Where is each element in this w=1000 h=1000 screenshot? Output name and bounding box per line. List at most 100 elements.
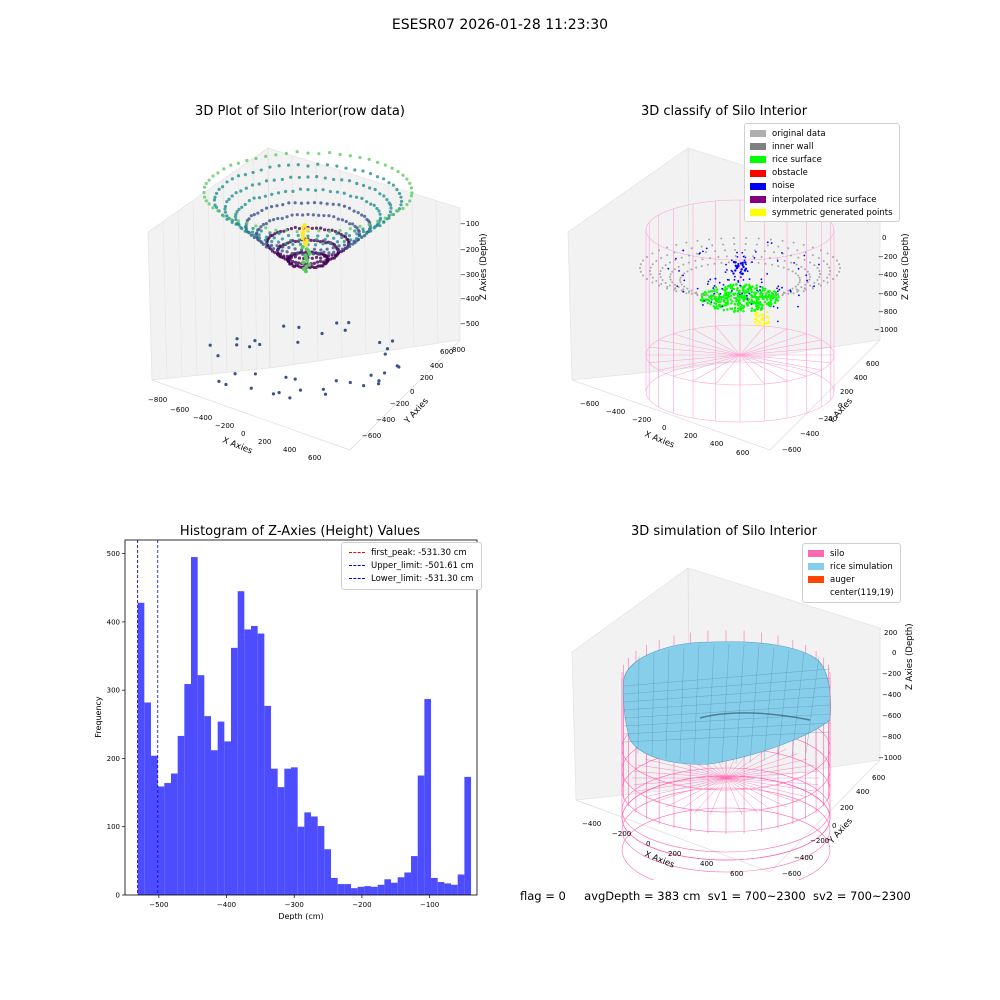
data-point	[261, 222, 265, 227]
wall-point	[809, 261, 812, 264]
rice-surface-point	[743, 297, 747, 301]
rice-surface-point	[735, 289, 739, 292]
data-point	[214, 191, 219, 195]
noise-point	[760, 278, 763, 281]
plot1-xtick: 200	[258, 438, 271, 446]
wall-point	[828, 266, 831, 269]
data-point	[334, 379, 338, 383]
data-point	[259, 229, 263, 233]
wall-point	[675, 290, 678, 293]
data-point	[306, 187, 310, 192]
data-point	[264, 235, 269, 239]
wall-point	[720, 261, 723, 264]
data-point	[348, 380, 352, 385]
data-point	[348, 227, 352, 231]
wall-point	[679, 281, 682, 284]
flag-text: flag = 0	[520, 889, 566, 903]
data-point	[281, 203, 285, 207]
silo-spoke	[725, 777, 787, 808]
plot1-ztick: −200	[460, 246, 479, 254]
rice-surface-point	[747, 298, 751, 301]
plot2-ztick: 0	[882, 234, 886, 242]
wall-point	[642, 259, 645, 262]
data-point	[369, 202, 373, 206]
plot2-ytick: −600	[782, 446, 801, 454]
data-point	[290, 251, 294, 256]
plot2-xtick: 200	[684, 432, 697, 440]
noise-point	[746, 270, 749, 273]
rice-mesh-line	[721, 643, 730, 765]
data-point	[409, 194, 414, 198]
plot1-zlabel: Z Axies (Depth)	[479, 233, 489, 300]
data-point	[401, 173, 405, 177]
data-point	[271, 392, 276, 396]
rice-surface-point	[763, 288, 766, 292]
data-point	[389, 206, 393, 210]
data-point	[367, 222, 371, 227]
data-point	[358, 155, 362, 160]
wall-point	[673, 268, 676, 271]
wall-point	[796, 290, 799, 293]
data-point	[387, 181, 391, 185]
data-point	[335, 190, 340, 194]
data-point	[361, 183, 366, 188]
rice-surface-point	[716, 307, 720, 310]
data-point	[250, 230, 255, 234]
wall-point	[800, 265, 803, 268]
data-point	[264, 226, 268, 230]
data-point	[401, 206, 405, 211]
rice-surface-point	[729, 294, 733, 298]
data-point	[324, 241, 328, 245]
rice-surface-point	[721, 296, 725, 299]
data-point	[230, 194, 234, 198]
figure-title: ESESR07 2026-01-28 11:23:30	[391, 17, 609, 33]
histogram-bar	[377, 884, 385, 895]
wall-point	[795, 263, 798, 266]
wall-point	[763, 250, 766, 253]
data-point	[324, 258, 328, 262]
data-point	[236, 174, 241, 178]
data-point	[351, 242, 355, 246]
rice-surface-point	[736, 292, 739, 296]
noise-point	[742, 278, 745, 281]
wall-point	[677, 286, 680, 289]
wall-point	[706, 294, 709, 297]
data-point	[299, 248, 304, 252]
silo-spoke	[693, 777, 727, 814]
symmetric-point	[761, 317, 764, 320]
plot2-ztick: −1000	[874, 326, 898, 334]
rice-surface-point	[732, 287, 736, 291]
data-point	[375, 160, 380, 164]
rice-surface-point	[740, 303, 744, 307]
data-point	[399, 203, 403, 207]
x-tick-label: −400	[217, 901, 236, 909]
wall-point	[811, 287, 814, 290]
data-point	[363, 234, 367, 238]
noise-point	[739, 284, 741, 287]
silo-spoke	[725, 777, 808, 798]
wall-point	[806, 281, 809, 284]
wall-point	[790, 261, 793, 264]
data-point	[408, 181, 412, 185]
plot1-title: 3D Plot of Silo Interior(row data)	[195, 104, 405, 119]
rice-surface-point	[738, 290, 741, 294]
wall-point	[671, 281, 674, 284]
wall-point	[704, 294, 707, 297]
noise-point	[753, 257, 756, 259]
noise-point	[721, 305, 724, 308]
symmetric-point	[766, 315, 769, 318]
plot1-ztick: −500	[460, 320, 479, 328]
y-tick-label: 100	[107, 823, 120, 831]
data-point	[270, 239, 274, 244]
data-point	[395, 188, 399, 192]
data-point	[301, 213, 305, 217]
wall-point	[811, 254, 814, 257]
wall-point	[818, 276, 821, 279]
wall-point	[695, 266, 698, 269]
data-point	[373, 187, 377, 192]
rice-surface-point	[773, 290, 776, 293]
wall-point	[690, 292, 693, 295]
wall-point	[696, 239, 699, 242]
data-point	[211, 174, 215, 178]
data-point	[310, 226, 314, 230]
